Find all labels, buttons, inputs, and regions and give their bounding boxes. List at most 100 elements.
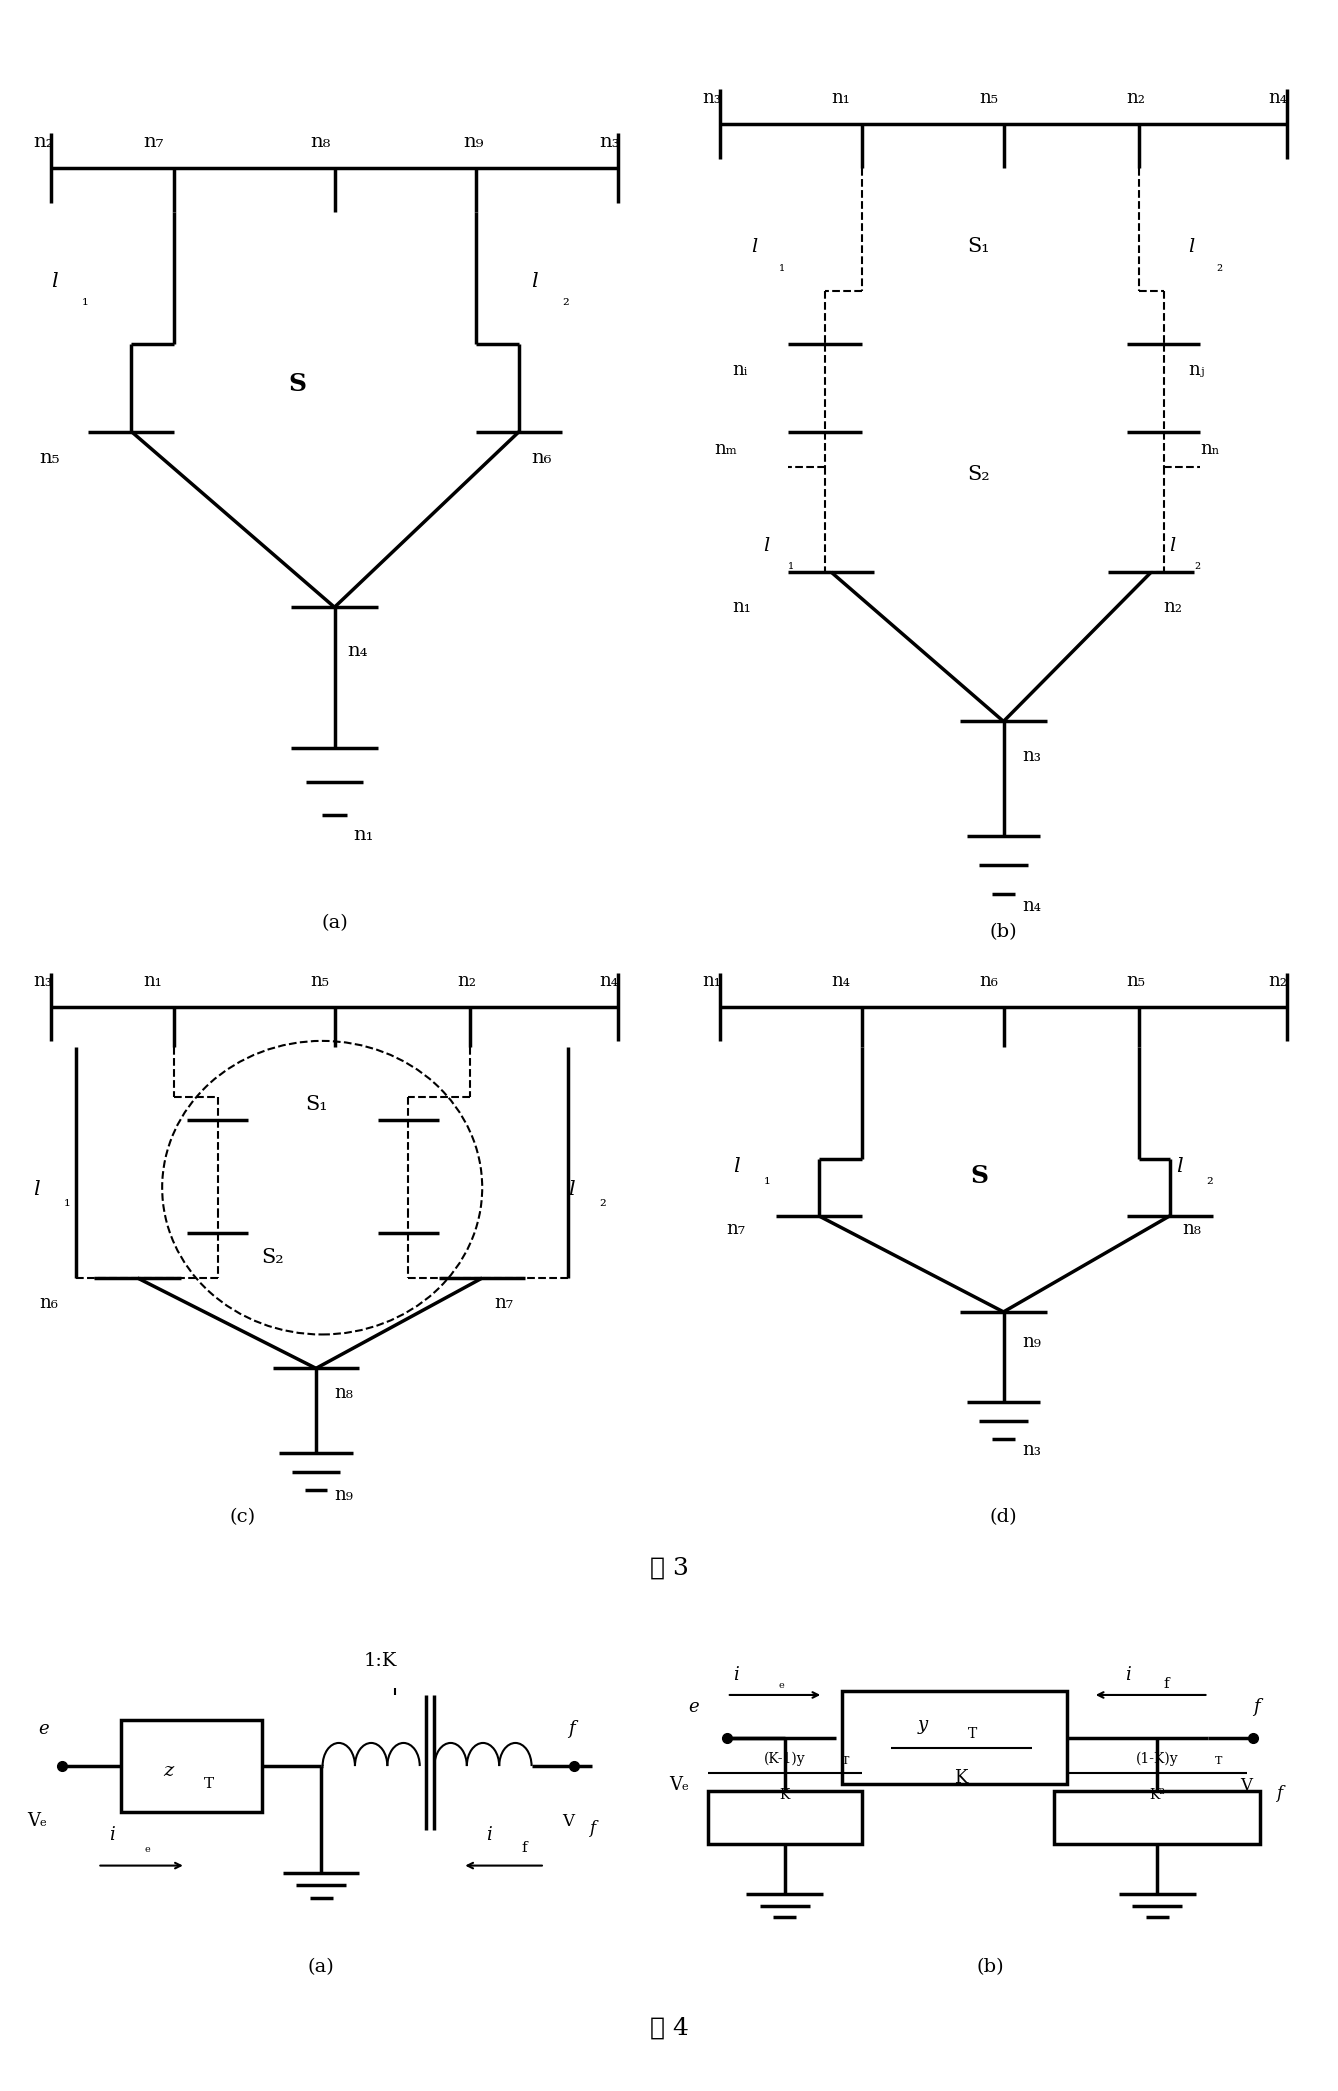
Text: ₂: ₂ bbox=[1195, 558, 1200, 573]
Text: n₆: n₆ bbox=[39, 1294, 58, 1311]
Text: n₇: n₇ bbox=[143, 132, 165, 151]
Text: S: S bbox=[970, 1165, 987, 1188]
Text: T: T bbox=[1215, 1756, 1222, 1767]
Text: n₂: n₂ bbox=[1127, 88, 1145, 107]
Text: n₃: n₃ bbox=[1022, 1441, 1041, 1460]
Text: nᵢ: nᵢ bbox=[733, 362, 748, 378]
Text: n₆: n₆ bbox=[979, 972, 998, 989]
Text: n₅: n₅ bbox=[310, 972, 329, 989]
Text: ₁: ₁ bbox=[779, 259, 785, 274]
Text: f: f bbox=[1254, 1698, 1260, 1717]
Text: f: f bbox=[522, 1840, 527, 1855]
Text: 1:K: 1:K bbox=[364, 1652, 396, 1671]
Text: nⱼ: nⱼ bbox=[1188, 362, 1204, 378]
Text: n₇: n₇ bbox=[727, 1221, 745, 1238]
Text: n₁: n₁ bbox=[353, 826, 373, 845]
Text: nₘ: nₘ bbox=[714, 439, 737, 458]
Text: S: S bbox=[289, 372, 306, 397]
Text: f: f bbox=[569, 1719, 575, 1738]
Text: l: l bbox=[51, 272, 58, 291]
Bar bbox=[708, 1790, 862, 1844]
Text: n₁: n₁ bbox=[702, 972, 721, 989]
Text: l: l bbox=[33, 1179, 40, 1198]
Text: T: T bbox=[842, 1756, 850, 1767]
Text: n₄: n₄ bbox=[1022, 897, 1041, 914]
Text: n₂: n₂ bbox=[1164, 598, 1183, 617]
Text: i: i bbox=[110, 1825, 115, 1844]
Text: n₅: n₅ bbox=[39, 450, 60, 466]
Text: z: z bbox=[163, 1763, 173, 1779]
Text: ₂: ₂ bbox=[562, 291, 569, 309]
Bar bbox=[120, 1719, 262, 1813]
Text: n₃: n₃ bbox=[33, 972, 52, 989]
Text: n₃: n₃ bbox=[599, 132, 619, 151]
Text: y: y bbox=[918, 1717, 927, 1733]
Text: 图 3: 图 3 bbox=[649, 1558, 689, 1579]
Text: T: T bbox=[967, 1727, 977, 1742]
Text: f: f bbox=[1164, 1677, 1169, 1692]
Text: n₆: n₆ bbox=[531, 450, 553, 466]
Text: f: f bbox=[1276, 1784, 1282, 1802]
Text: l: l bbox=[531, 272, 538, 291]
Text: n₄: n₄ bbox=[1268, 88, 1287, 107]
Text: e: e bbox=[688, 1698, 698, 1717]
Text: S₂: S₂ bbox=[967, 466, 990, 485]
Text: (b): (b) bbox=[990, 922, 1017, 941]
Text: Vₑ: Vₑ bbox=[669, 1777, 689, 1794]
Text: n₉: n₉ bbox=[464, 132, 484, 151]
Text: l: l bbox=[733, 1158, 740, 1177]
Text: l: l bbox=[751, 238, 757, 255]
Text: (d): (d) bbox=[990, 1508, 1017, 1526]
Text: f: f bbox=[589, 1819, 595, 1838]
Text: S₁: S₁ bbox=[305, 1096, 328, 1115]
Text: ₂: ₂ bbox=[599, 1194, 606, 1211]
Text: n₂: n₂ bbox=[1268, 972, 1287, 989]
Text: (a): (a) bbox=[308, 1957, 334, 1976]
Text: n₁: n₁ bbox=[831, 88, 850, 107]
Text: n₂: n₂ bbox=[33, 132, 54, 151]
Text: n₄: n₄ bbox=[347, 642, 368, 661]
Text: i: i bbox=[1125, 1667, 1131, 1685]
Text: (a): (a) bbox=[321, 914, 348, 933]
Text: K: K bbox=[954, 1769, 967, 1788]
Text: n₈: n₈ bbox=[310, 132, 330, 151]
Text: K²: K² bbox=[1149, 1788, 1165, 1802]
Text: n₁: n₁ bbox=[733, 598, 752, 617]
Text: n₈: n₈ bbox=[1181, 1221, 1202, 1238]
Text: ₁: ₁ bbox=[64, 1194, 71, 1211]
Text: n₅: n₅ bbox=[979, 88, 998, 107]
Text: K: K bbox=[780, 1788, 789, 1802]
Text: T: T bbox=[205, 1777, 214, 1790]
Text: n₂: n₂ bbox=[458, 972, 476, 989]
Text: l: l bbox=[569, 1179, 575, 1198]
Text: S₂: S₂ bbox=[261, 1248, 285, 1267]
Text: ₂: ₂ bbox=[1216, 259, 1222, 274]
Text: n₁: n₁ bbox=[143, 972, 163, 989]
Text: ₁: ₁ bbox=[764, 1171, 771, 1188]
Text: l: l bbox=[1169, 537, 1176, 554]
Text: (K-1)y: (K-1)y bbox=[764, 1752, 805, 1767]
Text: e: e bbox=[39, 1719, 50, 1738]
Text: n₃: n₃ bbox=[1022, 746, 1041, 765]
Text: i: i bbox=[733, 1667, 739, 1685]
Text: n₅: n₅ bbox=[1127, 972, 1145, 989]
Text: (c): (c) bbox=[229, 1508, 256, 1526]
Text: (1-K)y: (1-K)y bbox=[1136, 1752, 1179, 1767]
Text: n₄: n₄ bbox=[831, 972, 850, 989]
Text: (b): (b) bbox=[977, 1957, 1004, 1976]
Text: ₑ: ₑ bbox=[779, 1677, 784, 1692]
Text: l: l bbox=[1176, 1158, 1183, 1177]
Text: i: i bbox=[486, 1825, 491, 1844]
Text: nₙ: nₙ bbox=[1200, 439, 1220, 458]
Text: Vₑ: Vₑ bbox=[27, 1813, 47, 1830]
Text: V: V bbox=[562, 1813, 574, 1830]
Text: ₂: ₂ bbox=[1207, 1171, 1214, 1188]
Text: n₉: n₉ bbox=[1022, 1334, 1041, 1351]
Text: n₈: n₈ bbox=[334, 1384, 353, 1403]
Text: n₉: n₉ bbox=[334, 1487, 353, 1503]
Text: ₁: ₁ bbox=[82, 291, 88, 309]
Text: n₇: n₇ bbox=[495, 1294, 514, 1311]
Text: ₁: ₁ bbox=[788, 558, 795, 573]
Bar bbox=[1054, 1790, 1260, 1844]
Text: n₄: n₄ bbox=[599, 972, 618, 989]
